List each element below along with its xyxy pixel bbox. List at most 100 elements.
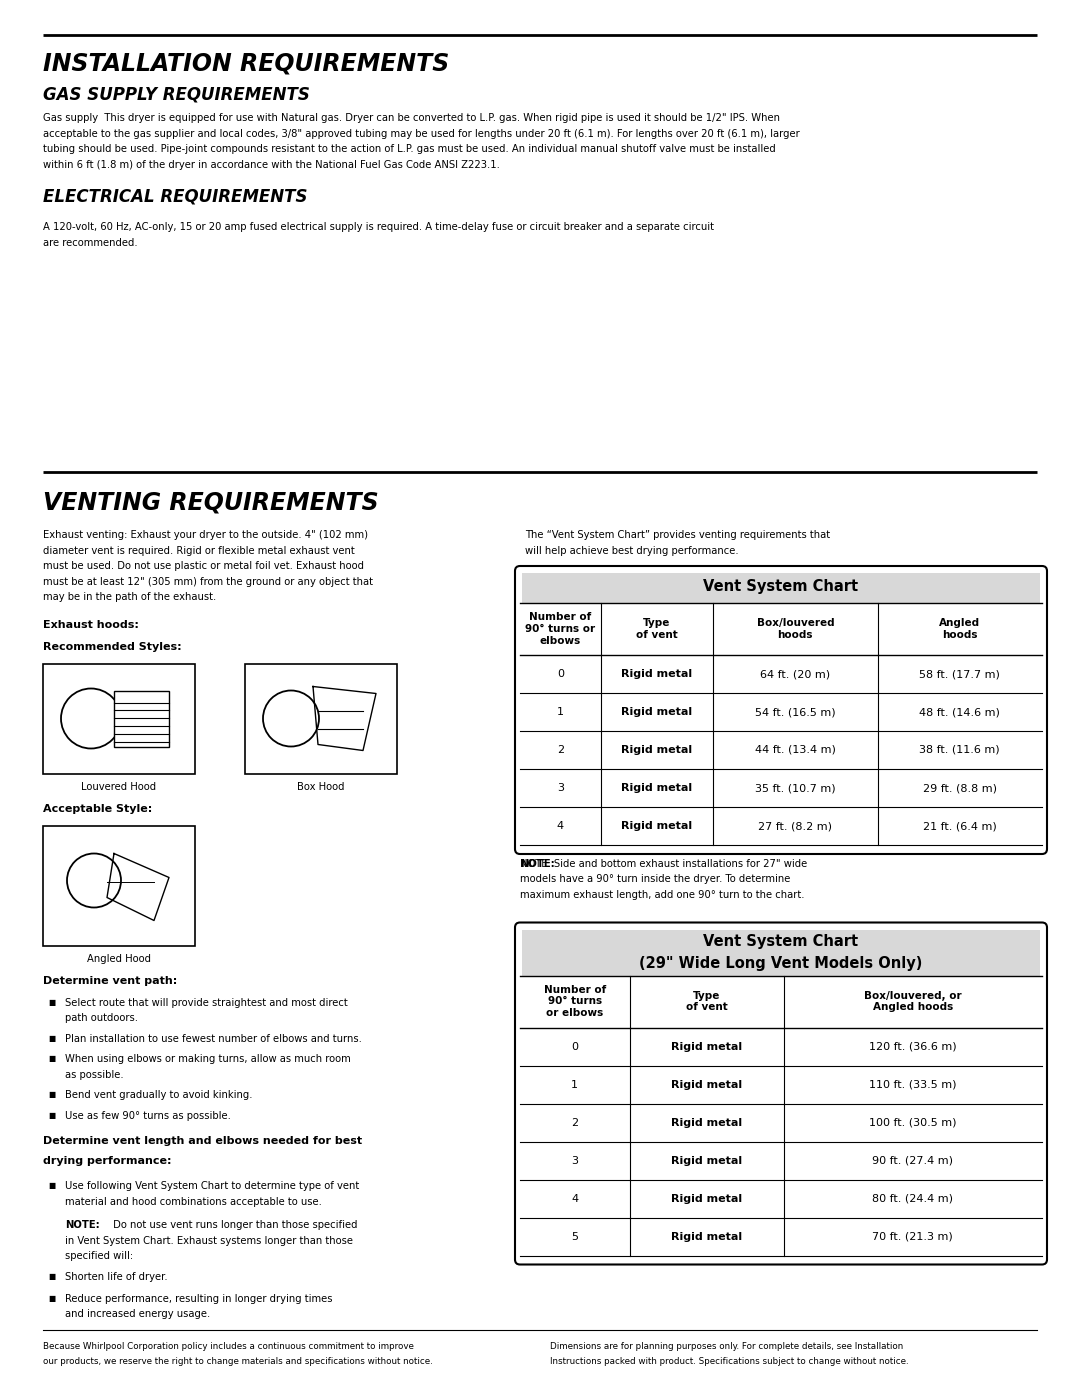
Text: tubing should be used. Pipe-joint compounds resistant to the action of L.P. gas : tubing should be used. Pipe-joint compou… [43, 144, 775, 154]
Text: diameter vent is required. Rigid or flexible metal exhaust vent: diameter vent is required. Rigid or flex… [43, 545, 354, 556]
Text: ELECTRICAL REQUIREMENTS: ELECTRICAL REQUIREMENTS [43, 187, 308, 205]
Text: Box/louvered, or
Angled hoods: Box/louvered, or Angled hoods [864, 990, 961, 1013]
Text: 70 ft. (21.3 m): 70 ft. (21.3 m) [873, 1232, 954, 1242]
Text: material and hood combinations acceptable to use.: material and hood combinations acceptabl… [65, 1196, 322, 1207]
Text: as possible.: as possible. [65, 1070, 123, 1080]
Text: Rigid metal: Rigid metal [671, 1080, 742, 1090]
Text: 120 ft. (36.6 m): 120 ft. (36.6 m) [869, 1042, 957, 1052]
Text: Select route that will provide straightest and most direct: Select route that will provide straighte… [65, 997, 348, 1007]
Text: our products, we reserve the right to change materials and specifications withou: our products, we reserve the right to ch… [43, 1356, 433, 1365]
Text: Use following Vent System Chart to determine type of vent: Use following Vent System Chart to deter… [65, 1180, 360, 1192]
Text: 38 ft. (11.6 m): 38 ft. (11.6 m) [919, 745, 1000, 754]
Text: ■: ■ [48, 1180, 55, 1190]
Text: Rigid metal: Rigid metal [621, 745, 692, 754]
Text: Acceptable Style:: Acceptable Style: [43, 803, 152, 813]
Text: Rigid metal: Rigid metal [671, 1193, 742, 1203]
Text: NOTE: Side and bottom exhaust installations for 27" wide: NOTE: Side and bottom exhaust installati… [519, 859, 807, 869]
Bar [245, 664, 397, 774]
Text: Recommended Styles:: Recommended Styles: [43, 641, 181, 651]
Text: 110 ft. (33.5 m): 110 ft. (33.5 m) [869, 1080, 957, 1090]
Text: Do not use vent runs longer than those specified: Do not use vent runs longer than those s… [110, 1220, 357, 1229]
Text: 64 ft. (20 m): 64 ft. (20 m) [760, 669, 831, 679]
Text: models have a 90° turn inside the dryer. To determine: models have a 90° turn inside the dryer.… [519, 875, 791, 884]
Text: Rigid metal: Rigid metal [671, 1042, 742, 1052]
Text: ■: ■ [48, 1271, 55, 1281]
Text: and increased energy usage.: and increased energy usage. [65, 1309, 211, 1320]
Text: ■: ■ [48, 1111, 55, 1119]
Text: 1: 1 [557, 707, 564, 717]
Text: Shorten life of dryer.: Shorten life of dryer. [65, 1271, 167, 1281]
Bar [522, 929, 1040, 975]
Text: Dimensions are for planning purposes only. For complete details, see Installatio: Dimensions are for planning purposes onl… [550, 1343, 903, 1351]
Text: specified will:: specified will: [65, 1250, 133, 1261]
Text: are recommended.: are recommended. [43, 237, 137, 247]
Text: GAS SUPPLY REQUIREMENTS: GAS SUPPLY REQUIREMENTS [43, 85, 310, 103]
Text: (29" Wide Long Vent Models Only): (29" Wide Long Vent Models Only) [639, 956, 922, 971]
Text: Determine vent path:: Determine vent path: [43, 975, 177, 985]
Text: NOTE:: NOTE: [519, 859, 555, 869]
Text: 4: 4 [557, 821, 564, 831]
Text: 2: 2 [557, 745, 564, 754]
Text: Angled Hood: Angled Hood [87, 954, 151, 964]
Text: within 6 ft (1.8 m) of the dryer in accordance with the National Fuel Gas Code A: within 6 ft (1.8 m) of the dryer in acco… [43, 159, 500, 169]
Text: will help achieve best drying performance.: will help achieve best drying performanc… [525, 545, 739, 556]
Text: Rigid metal: Rigid metal [671, 1232, 742, 1242]
Text: ■: ■ [48, 997, 55, 1006]
Bar [43, 664, 195, 774]
Text: INSTALLATION REQUIREMENTS: INSTALLATION REQUIREMENTS [43, 52, 449, 75]
Text: Rigid metal: Rigid metal [671, 1118, 742, 1127]
Text: 80 ft. (24.4 m): 80 ft. (24.4 m) [873, 1193, 954, 1203]
Text: 1: 1 [571, 1080, 578, 1090]
Text: Rigid metal: Rigid metal [671, 1155, 742, 1165]
Text: 0: 0 [571, 1042, 578, 1052]
Text: Rigid metal: Rigid metal [621, 669, 692, 679]
Text: Vent System Chart: Vent System Chart [703, 935, 859, 949]
Text: 44 ft. (13.4 m): 44 ft. (13.4 m) [755, 745, 836, 754]
Text: 29 ft. (8.8 m): 29 ft. (8.8 m) [922, 782, 997, 793]
Text: Because Whirlpool Corporation policy includes a continuous commitment to improve: Because Whirlpool Corporation policy inc… [43, 1343, 414, 1351]
Text: Gas supply  This dryer is equipped for use with Natural gas. Dryer can be conver: Gas supply This dryer is equipped for us… [43, 113, 780, 123]
Text: When using elbows or making turns, allow as much room: When using elbows or making turns, allow… [65, 1053, 351, 1065]
Text: Number of
90° turns
or elbows: Number of 90° turns or elbows [543, 985, 606, 1018]
Text: Type
of vent: Type of vent [636, 619, 678, 640]
Text: 4: 4 [571, 1193, 579, 1203]
Text: must be used. Do not use plastic or metal foil vet. Exhaust hood: must be used. Do not use plastic or meta… [43, 562, 364, 571]
Text: acceptable to the gas supplier and local codes, 3/8" approved tubing may be used: acceptable to the gas supplier and local… [43, 129, 800, 138]
Text: Reduce performance, resulting in longer drying times: Reduce performance, resulting in longer … [65, 1294, 333, 1303]
Text: in Vent System Chart. Exhaust systems longer than those: in Vent System Chart. Exhaust systems lo… [65, 1235, 353, 1246]
Text: 58 ft. (17.7 m): 58 ft. (17.7 m) [919, 669, 1000, 679]
Text: Use as few 90° turns as possible.: Use as few 90° turns as possible. [65, 1111, 231, 1120]
Text: ■: ■ [48, 1034, 55, 1042]
Text: A 120-volt, 60 Hz, AC-only, 15 or 20 amp fused electrical supply is required. A : A 120-volt, 60 Hz, AC-only, 15 or 20 amp… [43, 222, 714, 232]
Text: Vent System Chart: Vent System Chart [703, 580, 859, 595]
Text: Plan installation to use fewest number of elbows and turns.: Plan installation to use fewest number o… [65, 1034, 362, 1044]
Text: 90 ft. (27.4 m): 90 ft. (27.4 m) [873, 1155, 954, 1165]
Text: NOTE:: NOTE: [65, 1220, 99, 1229]
Text: Exhaust hoods:: Exhaust hoods: [43, 619, 139, 630]
Text: 5: 5 [571, 1232, 578, 1242]
Text: 3: 3 [557, 782, 564, 793]
Text: Box/louvered
hoods: Box/louvered hoods [757, 619, 834, 640]
Text: Rigid metal: Rigid metal [621, 782, 692, 793]
Text: 0: 0 [557, 669, 564, 679]
FancyBboxPatch shape [515, 566, 1047, 854]
Text: 27 ft. (8.2 m): 27 ft. (8.2 m) [758, 821, 833, 831]
Text: ■: ■ [48, 1090, 55, 1099]
Text: Box Hood: Box Hood [297, 781, 345, 792]
Text: 48 ft. (14.6 m): 48 ft. (14.6 m) [919, 707, 1000, 717]
Text: ■: ■ [48, 1053, 55, 1063]
Text: Exhaust venting: Exhaust your dryer to the outside. 4" (102 mm): Exhaust venting: Exhaust your dryer to t… [43, 529, 368, 541]
Text: ■: ■ [48, 1294, 55, 1303]
Text: 54 ft. (16.5 m): 54 ft. (16.5 m) [755, 707, 836, 717]
Text: 35 ft. (10.7 m): 35 ft. (10.7 m) [755, 782, 836, 793]
Text: Angled
hoods: Angled hoods [940, 619, 981, 640]
Text: Type
of vent: Type of vent [686, 990, 728, 1013]
Text: drying performance:: drying performance: [43, 1155, 172, 1166]
Text: Rigid metal: Rigid metal [621, 707, 692, 717]
Text: 21 ft. (6.4 m): 21 ft. (6.4 m) [923, 821, 997, 831]
Text: 100 ft. (30.5 m): 100 ft. (30.5 m) [869, 1118, 957, 1127]
Text: may be in the path of the exhaust.: may be in the path of the exhaust. [43, 592, 216, 602]
Text: Rigid metal: Rigid metal [621, 821, 692, 831]
Text: Determine vent length and elbows needed for best: Determine vent length and elbows needed … [43, 1136, 362, 1146]
Text: maximum exhaust length, add one 90° turn to the chart.: maximum exhaust length, add one 90° turn… [519, 890, 805, 900]
